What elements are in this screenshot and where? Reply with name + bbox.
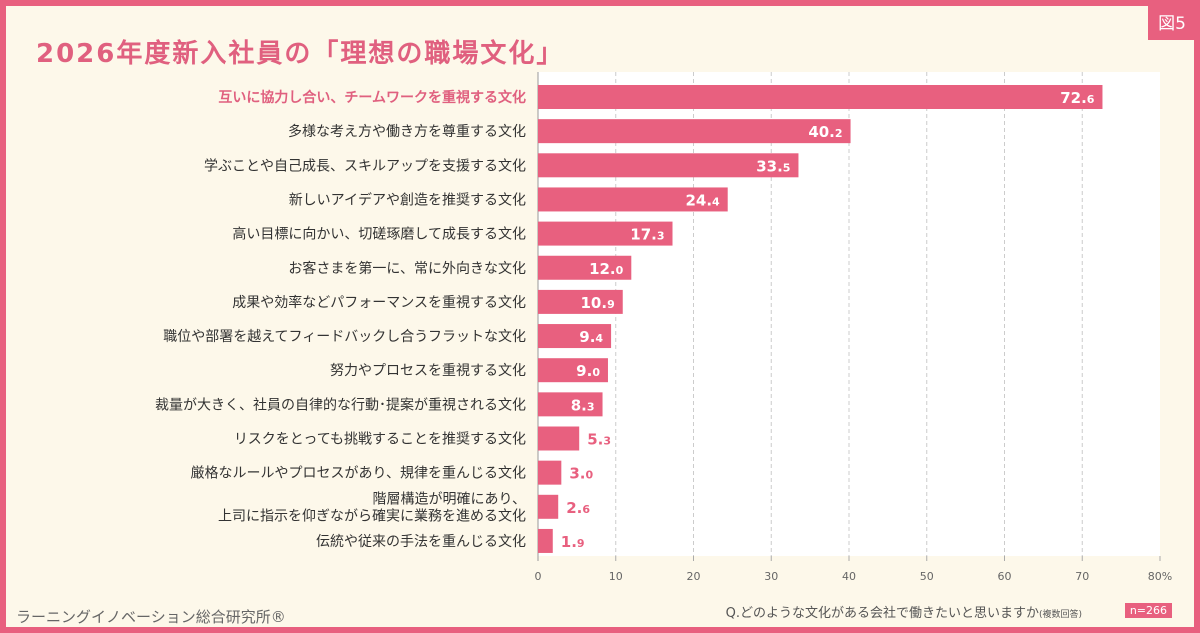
value-label: 9.4 bbox=[579, 328, 603, 346]
question-text: Q.どのような文化がある会社で働きたいと思いますか(複数回答) bbox=[726, 602, 1082, 621]
value-label: 40.2 bbox=[808, 123, 842, 141]
category-label: 高い目標に向かい、切磋琢磨して成長する文化 bbox=[232, 226, 526, 243]
category-label: 伝統や従来の手法を重んじる文化 bbox=[316, 534, 526, 550]
value-label: 33.5 bbox=[756, 157, 790, 175]
bar bbox=[538, 221, 673, 246]
x-tick-label: 30 bbox=[764, 570, 778, 583]
figure-label: 図5 bbox=[1148, 6, 1194, 40]
bar bbox=[538, 153, 799, 178]
value-label: 9.0 bbox=[576, 362, 600, 380]
x-tick-label: 70 bbox=[1075, 570, 1089, 583]
sample-size-badge: n=266 bbox=[1124, 603, 1172, 618]
x-tick-label: 60 bbox=[998, 570, 1012, 583]
value-label: 10.9 bbox=[581, 294, 615, 312]
bar bbox=[538, 392, 603, 417]
chart-title: 2026年度新入社員の「理想の職場文化」 bbox=[36, 39, 565, 69]
category-label: 厳格なルールやプロセスがあり、規律を重んじる文化 bbox=[191, 466, 526, 482]
category-label: 成果や効率などパフォーマンスを重視する文化 bbox=[232, 294, 526, 311]
question: Q.どのような文化がある会社で働きたいと思いますか bbox=[725, 606, 1039, 621]
category-label: お客さまを第一に、常に外向きな文化 bbox=[288, 260, 526, 277]
category-label: 努力やプロセスを重視する文化 bbox=[330, 363, 526, 379]
question-note: (複数回答) bbox=[1038, 610, 1082, 620]
bar bbox=[538, 119, 851, 144]
category-label: 階層構造が明確にあり、 bbox=[373, 491, 526, 507]
value-label: 17.3 bbox=[630, 226, 664, 244]
bar bbox=[538, 289, 623, 314]
category-label: リスクをとっても挑戦することを推奨する文化 bbox=[234, 432, 526, 448]
bar bbox=[538, 460, 562, 485]
bar bbox=[538, 85, 1103, 109]
value-label: 1.9 bbox=[561, 533, 585, 551]
x-tick-label: 80% bbox=[1148, 570, 1172, 583]
category-label: 学ぶことや自己成長、スキルアップを支援する文化 bbox=[204, 158, 526, 174]
x-tick-label: 20 bbox=[687, 570, 701, 583]
category-label: 多様な考え方や働き方を尊重する文化 bbox=[288, 123, 526, 140]
bar bbox=[538, 426, 580, 451]
organization-name: ラーニングイノベーション総合研究所® bbox=[16, 608, 286, 626]
category-label: 新しいアイデアや創造を推奨する文化 bbox=[289, 191, 526, 208]
bar bbox=[538, 528, 553, 553]
value-label: 12.0 bbox=[589, 260, 624, 278]
value-label: 2.6 bbox=[566, 499, 590, 517]
value-label: 24.4 bbox=[685, 191, 720, 209]
value-label: 72.6 bbox=[1060, 89, 1095, 107]
bar bbox=[538, 358, 608, 383]
x-tick-label: 0 bbox=[535, 570, 542, 583]
category-label: 職位や部署を越えてフィードバックし合うフラットな文化 bbox=[163, 329, 526, 345]
bar bbox=[538, 324, 612, 349]
bar bbox=[538, 494, 559, 519]
category-label: 互いに協力し合い、チームワークを重視する文化 bbox=[218, 89, 526, 106]
x-tick-label: 50 bbox=[920, 570, 934, 583]
value-label: 5.3 bbox=[587, 431, 611, 449]
category-label: 上司に指示を仰ぎながら確実に業務を進める文化 bbox=[218, 508, 526, 524]
category-label: 裁量が大きく、社員の自律的な行動･提案が重視される文化 bbox=[155, 396, 526, 413]
bar bbox=[538, 187, 728, 212]
x-tick-label: 10 bbox=[609, 570, 623, 583]
value-label: 3.0 bbox=[569, 465, 593, 483]
value-label: 8.3 bbox=[571, 396, 595, 414]
x-tick-label: 40 bbox=[842, 570, 856, 583]
bar bbox=[538, 255, 632, 280]
